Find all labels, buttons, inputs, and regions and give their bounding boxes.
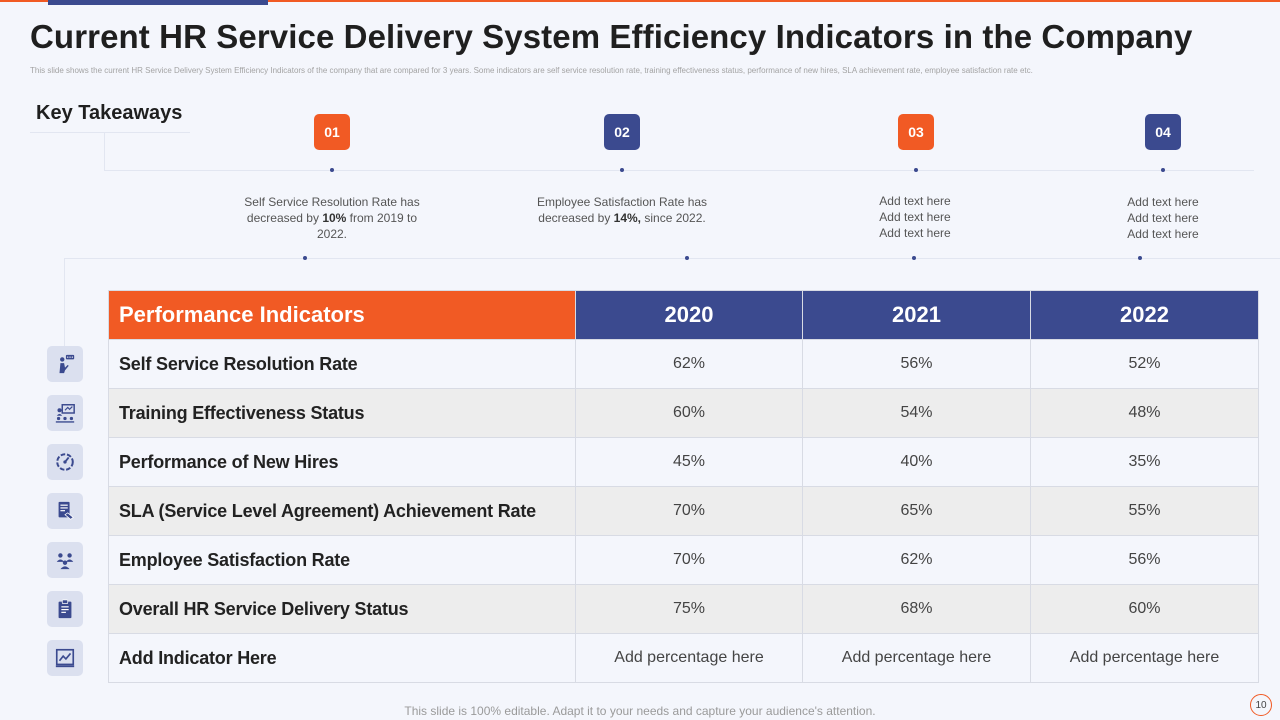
timeline-dot [1161, 168, 1165, 172]
table-row: Add Indicator Here Add percentage here A… [108, 633, 1259, 683]
column-header-2022: 2022 [1030, 290, 1259, 340]
timeline-dot [685, 256, 689, 260]
indicator-name: Employee Satisfaction Rate [108, 535, 576, 585]
timeline-line [64, 258, 1280, 259]
performance-gauge-icon [47, 444, 83, 480]
team-icon [47, 542, 83, 578]
training-board-icon [47, 395, 83, 431]
indicator-name: Training Effectiveness Status [108, 388, 576, 438]
clipboard-icon [47, 591, 83, 627]
takeaway-badge-03: 03 [898, 114, 934, 150]
timeline-dot [330, 168, 334, 172]
table-row: SLA (Service Level Agreement) Achievemen… [108, 486, 1259, 536]
table-row: Training Effectiveness Status 60% 54% 48… [108, 388, 1259, 438]
table-header-row: Performance Indicators 2020 2021 2022 [108, 290, 1259, 340]
page-number: 10 [1250, 694, 1272, 716]
column-header-2020: 2020 [575, 290, 803, 340]
value-cell: 70% [575, 535, 803, 585]
value-cell: 55% [1030, 486, 1259, 536]
value-cell: 62% [802, 535, 1031, 585]
takeaway-badge-04: 04 [1145, 114, 1181, 150]
table-row: Performance of New Hires 45% 40% 35% [108, 437, 1259, 487]
top-accent-bar [48, 0, 268, 5]
timeline-line [64, 258, 65, 348]
value-cell: 60% [1030, 584, 1259, 634]
indicator-name: Performance of New Hires [108, 437, 576, 487]
table-row: Self Service Resolution Rate 62% 56% 52% [108, 339, 1259, 389]
timeline-line [104, 170, 1254, 171]
timeline-dot [914, 168, 918, 172]
column-header-2021: 2021 [802, 290, 1031, 340]
value-cell: 60% [575, 388, 803, 438]
indicator-name: Overall HR Service Delivery Status [108, 584, 576, 634]
top-accent-line [0, 0, 1280, 2]
value-cell: 56% [802, 339, 1031, 389]
key-takeaways-heading: Key Takeaways [36, 102, 183, 124]
value-cell: 65% [802, 486, 1031, 536]
footer-note: This slide is 100% editable. Adapt it to… [404, 704, 876, 718]
presenter-icon [47, 346, 83, 382]
value-cell: 40% [802, 437, 1031, 487]
slide-subtitle: This slide shows the current HR Service … [30, 66, 1033, 75]
value-cell: 48% [1030, 388, 1259, 438]
value-cell: 62% [575, 339, 803, 389]
value-cell: 70% [575, 486, 803, 536]
value-cell: Add percentage here [802, 633, 1031, 683]
growth-chart-icon [47, 640, 83, 676]
takeaway-text-03: Add text here Add text here Add text here [879, 194, 951, 240]
takeaway-text-02: Employee Satisfaction Rate has decreased… [536, 195, 708, 225]
value-cell: 75% [575, 584, 803, 634]
slide-title: Current HR Service Delivery System Effic… [30, 18, 1193, 55]
table-row: Employee Satisfaction Rate 70% 62% 56% [108, 535, 1259, 585]
value-cell: 56% [1030, 535, 1259, 585]
value-cell: 35% [1030, 437, 1259, 487]
value-cell: 52% [1030, 339, 1259, 389]
table-row: Overall HR Service Delivery Status 75% 6… [108, 584, 1259, 634]
timeline-dot [912, 256, 916, 260]
performance-indicators-table: Performance Indicators 2020 2021 2022 Se… [108, 290, 1259, 683]
value-cell: Add percentage here [1030, 633, 1259, 683]
timeline-dot [303, 256, 307, 260]
takeaway-badge-02: 02 [604, 114, 640, 150]
takeaway-badge-01: 01 [314, 114, 350, 150]
takeaway-text-04: Add text here Add text here Add text here [1127, 195, 1199, 241]
value-cell: 68% [802, 584, 1031, 634]
timeline-dot [620, 168, 624, 172]
agreement-document-icon [47, 493, 83, 529]
value-cell: 45% [575, 437, 803, 487]
indicator-name: Self Service Resolution Rate [108, 339, 576, 389]
value-cell: Add percentage here [575, 633, 803, 683]
indicator-name: Add Indicator Here [108, 633, 576, 683]
timeline-dot [1138, 256, 1142, 260]
column-header-indicator: Performance Indicators [108, 290, 576, 340]
indicator-name: SLA (Service Level Agreement) Achievemen… [108, 486, 576, 536]
divider [30, 132, 190, 133]
takeaway-text-01: Self Service Resolution Rate has decreas… [244, 195, 420, 241]
divider [104, 132, 105, 170]
value-cell: 54% [802, 388, 1031, 438]
